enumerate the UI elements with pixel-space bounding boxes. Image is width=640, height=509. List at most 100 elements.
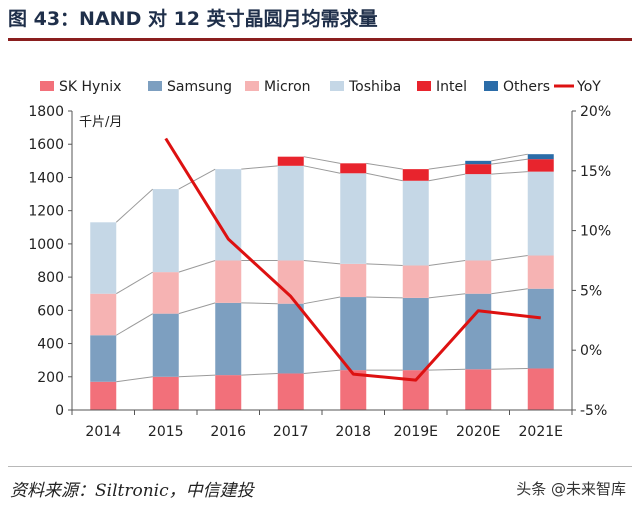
connector-intel (428, 163, 466, 170)
connector-toshiba (366, 172, 403, 182)
connector-micron (428, 260, 466, 266)
bar-samsung (402, 297, 429, 371)
connector-samsung (303, 296, 341, 305)
legend-label: Samsung (167, 79, 232, 95)
source-note: 资料来源：Siltronic，中信建投 (10, 481, 254, 501)
bar-toshiba (465, 174, 492, 261)
x-tick-label: 2014 (85, 424, 121, 440)
bar-toshiba (277, 165, 304, 261)
bar-intel (277, 156, 304, 166)
x-tick-label: 2018 (335, 424, 371, 440)
unit-label: 千片/月 (79, 115, 122, 130)
right-tick-label: 0% (580, 343, 602, 359)
left-tick-label: 200 (37, 370, 64, 386)
left-axis: 0 200 400 600 800 1000 1200 1400 1600 1800 (28, 104, 73, 419)
bar-sk-hynix (277, 373, 304, 410)
connector-micron (366, 263, 403, 266)
legend-label: Micron (264, 79, 311, 95)
bar-sk-hynix (465, 369, 492, 410)
connector-sk-hynix (178, 374, 216, 378)
bar-others (527, 154, 554, 160)
right-tick-label: 5% (580, 283, 602, 299)
connector-sk-hynix (241, 372, 278, 376)
legend-swatch (148, 81, 162, 91)
legend-swatch (484, 81, 498, 91)
watermark: 头条 @未来智库 (516, 480, 626, 498)
chart-title: 图 43：NAND 对 12 英寸晶圆月均需求量 (8, 8, 378, 30)
bar-micron (402, 265, 429, 298)
left-tick-label: 1000 (28, 237, 64, 253)
right-tick-label: 10% (580, 224, 611, 240)
connector-samsung (178, 302, 216, 315)
legend-label: YoY (576, 79, 601, 95)
left-tick-label: 1400 (28, 170, 64, 186)
bar-sk-hynix (402, 370, 429, 410)
right-tick-label: -5% (580, 403, 607, 419)
bar-micron (465, 260, 492, 294)
bar-micron (527, 255, 554, 289)
bar-toshiba (152, 189, 179, 273)
legend: SK Hynix Samsung Micron Toshiba Intel Others Y… (40, 79, 601, 95)
right-tick-label: 15% (580, 164, 611, 180)
bar-sk-hynix (340, 370, 367, 410)
x-axis: 2014 2015 2016 2017 2018 2019E 2020E 2021E (71, 409, 573, 440)
connector-toshiba (178, 168, 216, 190)
left-tick-label: 800 (37, 270, 64, 286)
bar-samsung (277, 303, 304, 374)
x-tick-label: 2017 (273, 424, 309, 440)
connector-micron (491, 255, 528, 261)
x-tick-label: 2021E (519, 424, 563, 440)
connector-toshiba (491, 171, 528, 175)
bar-micron (340, 263, 367, 298)
connector-sk-hynix (491, 367, 528, 370)
connector-intel (491, 158, 528, 165)
bar-micron (90, 293, 117, 336)
connector-samsung (115, 313, 154, 336)
connector-intel (366, 162, 403, 170)
bar-intel (402, 169, 429, 181)
bar-samsung (215, 302, 242, 376)
bar-samsung (152, 313, 179, 377)
x-tick-label: 2020E (456, 424, 500, 440)
bar-sk-hynix (527, 368, 554, 410)
source-divider (8, 466, 632, 467)
left-tick-label: 1800 (28, 104, 64, 120)
bars (90, 154, 554, 410)
bar-micron (152, 272, 179, 314)
bar-sk-hynix (215, 375, 242, 410)
stack-connectors (115, 153, 528, 383)
connector-toshiba (241, 165, 278, 170)
legend-swatch (417, 81, 431, 91)
connector-sk-hynix (428, 368, 466, 371)
bar-samsung (340, 297, 367, 371)
left-tick-label: 1600 (28, 137, 64, 153)
left-tick-label: 0 (55, 403, 64, 419)
x-tick-label: 2016 (210, 424, 246, 440)
bar-toshiba (527, 171, 554, 256)
bar-intel (465, 164, 492, 175)
chart-area: SK Hynix Samsung Micron Toshiba Intel Others Y… (28, 79, 611, 440)
left-tick-label: 400 (37, 337, 64, 353)
yoy-line (164, 137, 541, 382)
x-tick-label: 2015 (148, 424, 184, 440)
x-tick-label: 2019E (394, 424, 438, 440)
legend-swatch (245, 81, 259, 91)
legend-label: Toshiba (348, 79, 401, 95)
legend-label: Others (503, 79, 550, 95)
bar-toshiba (340, 173, 367, 264)
bar-toshiba (402, 180, 429, 266)
connector-toshiba (428, 173, 466, 182)
connector-sk-hynix (303, 369, 341, 374)
right-axis: -5% 0% 5% 10% 15% 20% (571, 104, 611, 419)
right-tick-label: 20% (580, 104, 611, 120)
legend-swatch (40, 81, 54, 91)
bar-sk-hynix (152, 376, 179, 410)
connector-others (491, 153, 528, 162)
bar-sk-hynix (90, 381, 117, 410)
legend-label: SK Hynix (59, 79, 121, 95)
bar-micron (215, 260, 242, 303)
connector-samsung (241, 302, 278, 305)
bar-toshiba (90, 222, 117, 294)
connector-micron (178, 260, 216, 273)
connector-samsung (428, 293, 466, 299)
